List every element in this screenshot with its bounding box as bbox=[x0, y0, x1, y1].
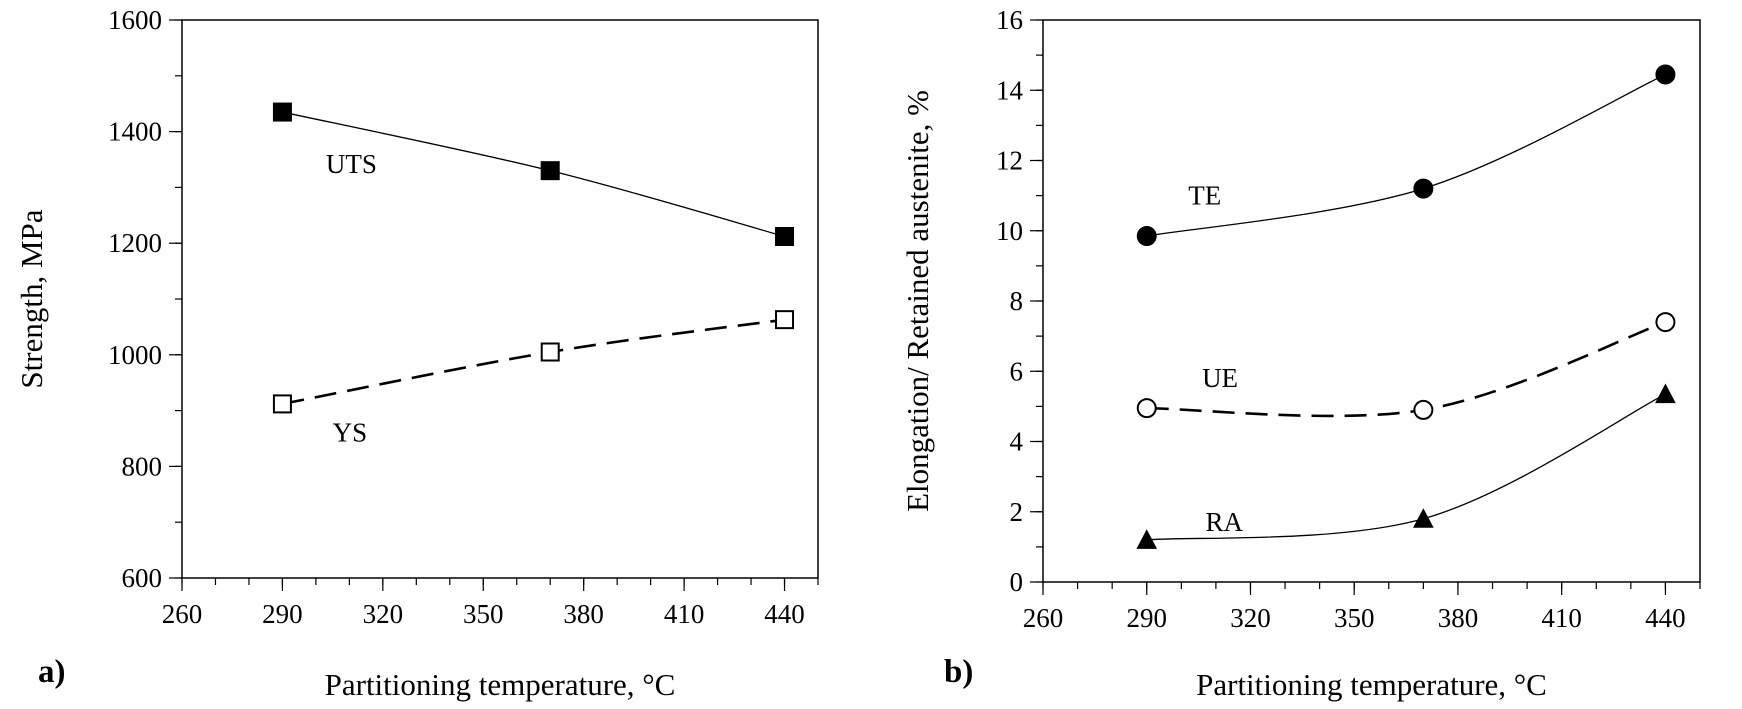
y-axis-title: Elongation/ Retained austenite, % bbox=[900, 90, 935, 512]
x-tick-label: 320 bbox=[1230, 603, 1271, 633]
series-label-te: TE bbox=[1188, 180, 1221, 210]
series-line-ys bbox=[282, 318, 785, 406]
series-label-ys: YS bbox=[333, 417, 368, 447]
x-tick-label: 350 bbox=[1334, 603, 1375, 633]
x-tick-label: 290 bbox=[262, 599, 303, 629]
data-point-ys bbox=[775, 310, 795, 330]
y-tick-label: 1000 bbox=[108, 340, 162, 370]
x-tick-label: 410 bbox=[664, 599, 705, 629]
data-point-ue bbox=[1136, 398, 1157, 419]
series-line-te bbox=[1146, 73, 1666, 237]
y-tick-label: 8 bbox=[1010, 286, 1024, 316]
x-tick-label: 380 bbox=[563, 599, 604, 629]
x-tick-label: 320 bbox=[363, 599, 404, 629]
x-tick-label: 410 bbox=[1541, 603, 1582, 633]
y-tick-label: 1200 bbox=[108, 228, 162, 258]
x-tick-label: 380 bbox=[1438, 603, 1479, 633]
data-point-ys bbox=[272, 394, 292, 414]
series-label-uts: UTS bbox=[326, 149, 377, 179]
x-axis-title: Partitioning temperature, °C bbox=[1196, 667, 1547, 702]
y-tick-label: 12 bbox=[996, 146, 1023, 176]
y-tick-label: 2 bbox=[1010, 497, 1024, 527]
x-tick-label: 350 bbox=[463, 599, 504, 629]
plot-frame-b bbox=[1042, 19, 1701, 583]
x-axis-title: Partitioning temperature, °C bbox=[325, 667, 676, 702]
series-label-ra: RA bbox=[1206, 507, 1244, 537]
data-point-ue bbox=[1655, 312, 1676, 333]
data-point-ra bbox=[1413, 508, 1434, 528]
x-tick-label: 260 bbox=[1023, 603, 1064, 633]
data-point-te bbox=[1413, 178, 1434, 199]
x-tick-label: 440 bbox=[1645, 603, 1686, 633]
y-tick-label: 800 bbox=[122, 451, 163, 481]
series-label-ue: UE bbox=[1202, 363, 1238, 393]
x-tick-label: 440 bbox=[764, 599, 805, 629]
data-point-ue bbox=[1413, 399, 1434, 420]
data-point-ys bbox=[540, 342, 560, 362]
x-tick-label: 290 bbox=[1126, 603, 1167, 633]
data-point-te bbox=[1655, 64, 1676, 85]
data-point-ra bbox=[1655, 383, 1676, 404]
data-point-ra bbox=[1136, 529, 1158, 549]
panel-label: a) bbox=[38, 654, 66, 690]
y-tick-label: 6 bbox=[1010, 356, 1024, 386]
data-point-te bbox=[1136, 226, 1157, 247]
y-tick-label: 600 bbox=[122, 563, 163, 593]
panel-a: 260 290 320 350 380 410 440 600 800 1000 1200 1400 1… bbox=[14, 5, 819, 702]
y-tick-label: 16 bbox=[996, 5, 1023, 35]
y-tick-label: 4 bbox=[1010, 427, 1024, 457]
y-tick-label: 1600 bbox=[108, 5, 162, 35]
y-tick-label: 10 bbox=[996, 216, 1023, 246]
panel-label: b) bbox=[944, 654, 973, 690]
data-point-uts bbox=[775, 227, 795, 247]
x-tick-label: 260 bbox=[162, 599, 203, 629]
y-tick-label: 0 bbox=[1010, 567, 1024, 597]
y-axis-title: Strength, MPa bbox=[14, 209, 49, 388]
y-tick-label: 14 bbox=[996, 75, 1024, 105]
data-point-uts bbox=[540, 161, 560, 181]
panel-b: 260 290 320 350 380 410 440 0 2 4 6 8 10 12 14 16 Partit… bbox=[900, 5, 1701, 702]
y-tick-label: 1400 bbox=[108, 117, 162, 147]
data-point-uts bbox=[272, 102, 292, 122]
